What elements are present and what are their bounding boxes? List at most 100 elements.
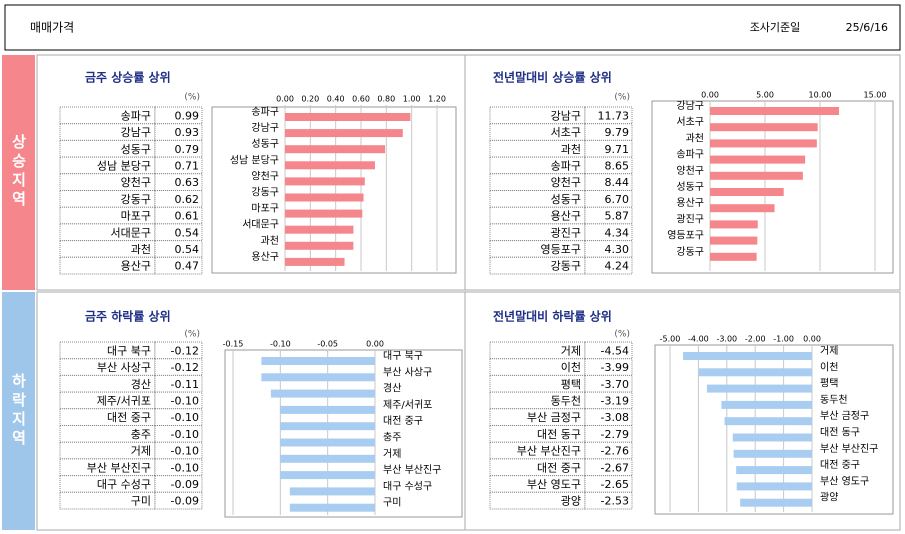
table-cell [584,223,633,242]
bar-label: 거제 [383,448,401,460]
bar [698,368,812,377]
bar [710,123,818,132]
x-tick-label: 0.00 [276,95,294,104]
row-value: 0.61 [175,210,200,223]
bar [285,225,354,234]
row-value: -3.99 [601,361,629,374]
table-cell [584,190,633,208]
bar [732,433,812,442]
row-value: 0.47 [175,260,200,273]
bar [710,220,758,229]
table-cell [59,408,156,426]
row-value: -3.19 [601,394,629,407]
table-cell [489,391,586,410]
row-value: -0.10 [171,461,199,474]
table-cell [584,123,633,141]
table-cell [154,106,203,125]
table-cell [59,123,156,141]
row-value: -2.67 [601,461,629,474]
x-tick-label: 1.20 [428,95,446,104]
row-name: 성남 분당구 [97,159,151,172]
unit-label: (%) [614,330,630,340]
row-value: -4.54 [601,344,629,357]
table-cell [59,156,156,175]
table-cell [59,240,156,258]
row-name: 대전 동구 [537,428,581,441]
row-name: 양천구 [551,175,581,189]
table-cell [584,156,633,175]
x-tick-label: -4.00 [688,335,709,344]
table-cell [584,173,633,192]
x-tick-label: -5.00 [660,335,681,344]
table-cell [584,341,633,360]
bar-label: 광양 [820,492,838,504]
header-box [4,4,901,51]
table-cell [489,240,586,258]
table-cell [489,139,586,158]
x-tick-label: 0.00 [803,335,821,344]
table-cell [59,391,156,410]
table-cell [489,106,586,125]
table-cell [59,223,156,242]
row-name: 거제 [131,445,151,458]
row-name: 광양 [561,495,581,508]
table-cell [154,190,203,208]
row-name: 송파구 [121,109,151,122]
bar [683,352,812,360]
row-name: 과천 [561,142,581,156]
row-name: 대구 북구 [107,344,151,357]
row-value: -0.10 [171,428,199,441]
row-name: 부산 영도구 [527,478,581,491]
bar-label: 충주 [383,432,401,444]
bar-label: 이천 [820,361,838,373]
table-cell [489,156,586,175]
row-value: -0.12 [171,344,199,357]
row-value: 0.99 [175,109,200,122]
bar-label: 과천 [686,132,704,144]
row-value: -2.53 [601,495,629,508]
table-cell [489,475,586,493]
table-cell [154,358,203,376]
table-cell [489,491,586,510]
bar [710,155,806,164]
x-tick-label: 15.00 [864,91,887,100]
table-cell [59,491,156,510]
table-cell [584,240,633,258]
panel-title: 전년말대비 하락률 상위 [493,309,612,324]
bar-label: 대구 수성구 [383,480,432,492]
table-cell [59,256,156,275]
bar-label: 영등포구 [667,230,704,242]
bar [289,503,375,512]
bar-label: 송파구 [251,106,279,118]
row-name: 서대문구 [111,226,151,239]
row-name: 과천 [131,242,151,256]
bar [724,417,812,426]
table-cell [59,425,156,443]
row-value: -2.76 [601,445,629,458]
bar-label: 대구 북구 [383,350,423,362]
table-cell [59,173,156,192]
table-cell [584,106,633,125]
bar [285,161,375,170]
row-value: 0.71 [175,159,200,172]
row-name: 거제 [561,344,581,357]
table-cell [59,190,156,208]
row-value: -0.10 [171,411,199,424]
row-name: 대구 수성구 [97,478,151,491]
table-cell [489,190,586,208]
bar [261,373,375,382]
table-cell [59,441,156,460]
row-name: 충주 [131,428,151,441]
table-cell [59,458,156,477]
table-cell [584,374,633,393]
x-tick-label: -1.00 [773,335,794,344]
table-cell [584,391,633,410]
x-tick-label: 0.00 [701,91,719,100]
row-value: 11.73 [598,109,630,122]
table-cell [154,123,203,141]
bar [285,145,386,154]
table-cell [154,240,203,258]
table-cell [154,139,203,158]
row-name: 동두천 [551,393,581,407]
